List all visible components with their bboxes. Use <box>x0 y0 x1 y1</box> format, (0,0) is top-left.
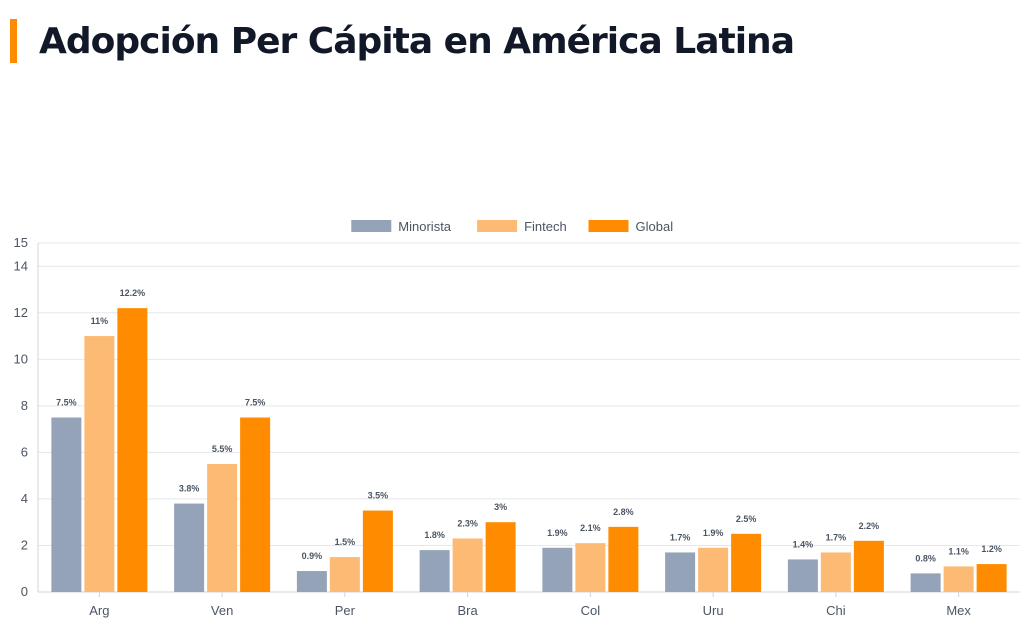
legend-label: Fintech <box>524 219 567 234</box>
bar <box>362 510 393 592</box>
bar <box>575 543 606 592</box>
y-tick-label: 2 <box>21 537 28 552</box>
bar <box>240 417 271 592</box>
bar <box>853 540 884 592</box>
data-label: 0.9% <box>302 551 323 561</box>
x-category-label: Col <box>581 603 601 618</box>
y-tick-label: 15 <box>14 235 28 250</box>
data-label: 1.7% <box>826 532 847 542</box>
bar <box>296 571 327 592</box>
bar <box>117 308 148 592</box>
x-category-label: Arg <box>89 603 109 618</box>
bar <box>910 573 941 592</box>
x-category-label: Mex <box>946 603 971 618</box>
bar <box>608 526 639 592</box>
data-label: 7.5% <box>245 398 266 408</box>
page-title: Adopción Per Cápita en América Latina <box>39 20 795 62</box>
x-category-label: Bra <box>458 603 479 618</box>
bar <box>542 547 573 592</box>
data-label: 5.5% <box>212 444 233 454</box>
bar <box>698 547 729 592</box>
data-label: 3% <box>494 502 507 512</box>
bar <box>787 559 818 592</box>
data-label: 7.5% <box>56 398 77 408</box>
bar <box>174 503 205 592</box>
y-tick-label: 14 <box>14 258 28 273</box>
y-tick-label: 8 <box>21 398 28 413</box>
data-label: 1.2% <box>981 544 1002 554</box>
data-label: 2.1% <box>580 523 601 533</box>
bar <box>452 538 483 592</box>
bar <box>51 417 82 592</box>
x-category-label: Uru <box>703 603 724 618</box>
y-tick-label: 12 <box>14 305 28 320</box>
data-label: 1.9% <box>703 528 724 538</box>
legend-swatch <box>588 220 629 232</box>
y-tick-label: 4 <box>21 491 28 506</box>
y-tick-label: 0 <box>21 584 28 599</box>
data-label: 1.1% <box>948 546 969 556</box>
data-label: 11% <box>91 316 109 326</box>
bar <box>329 557 360 592</box>
data-label: 0.8% <box>915 553 936 563</box>
data-label: 1.8% <box>424 530 445 540</box>
data-label: 2.5% <box>736 514 757 524</box>
bar <box>976 564 1007 592</box>
legend-label: Global <box>636 219 674 234</box>
legend-label: Minorista <box>398 219 452 234</box>
bar <box>731 533 762 592</box>
data-label: 1.5% <box>335 537 356 547</box>
bar <box>820 552 851 592</box>
data-label: 3.8% <box>179 484 200 494</box>
legend-swatch <box>351 220 392 232</box>
title-accent-bar <box>10 19 17 63</box>
title-block: Adopción Per Cápita en América Latina <box>10 18 795 64</box>
data-label: 12.2% <box>120 288 146 298</box>
data-label: 2.2% <box>859 521 880 531</box>
x-category-label: Per <box>335 603 356 618</box>
bar <box>665 552 696 592</box>
data-label: 2.3% <box>457 518 478 528</box>
y-tick-label: 6 <box>21 444 28 459</box>
legend-swatch <box>477 220 518 232</box>
data-label: 1.4% <box>793 539 814 549</box>
bar <box>943 566 974 592</box>
x-category-label: Ven <box>211 603 233 618</box>
data-label: 3.5% <box>368 491 389 501</box>
bar <box>84 336 115 592</box>
data-label: 2.8% <box>613 507 634 517</box>
data-label: 1.9% <box>547 528 568 538</box>
x-category-label: Chi <box>826 603 846 618</box>
bar <box>485 522 516 592</box>
bar <box>419 550 450 592</box>
data-label: 1.7% <box>670 532 691 542</box>
y-tick-label: 10 <box>14 351 28 366</box>
bar <box>207 464 238 592</box>
